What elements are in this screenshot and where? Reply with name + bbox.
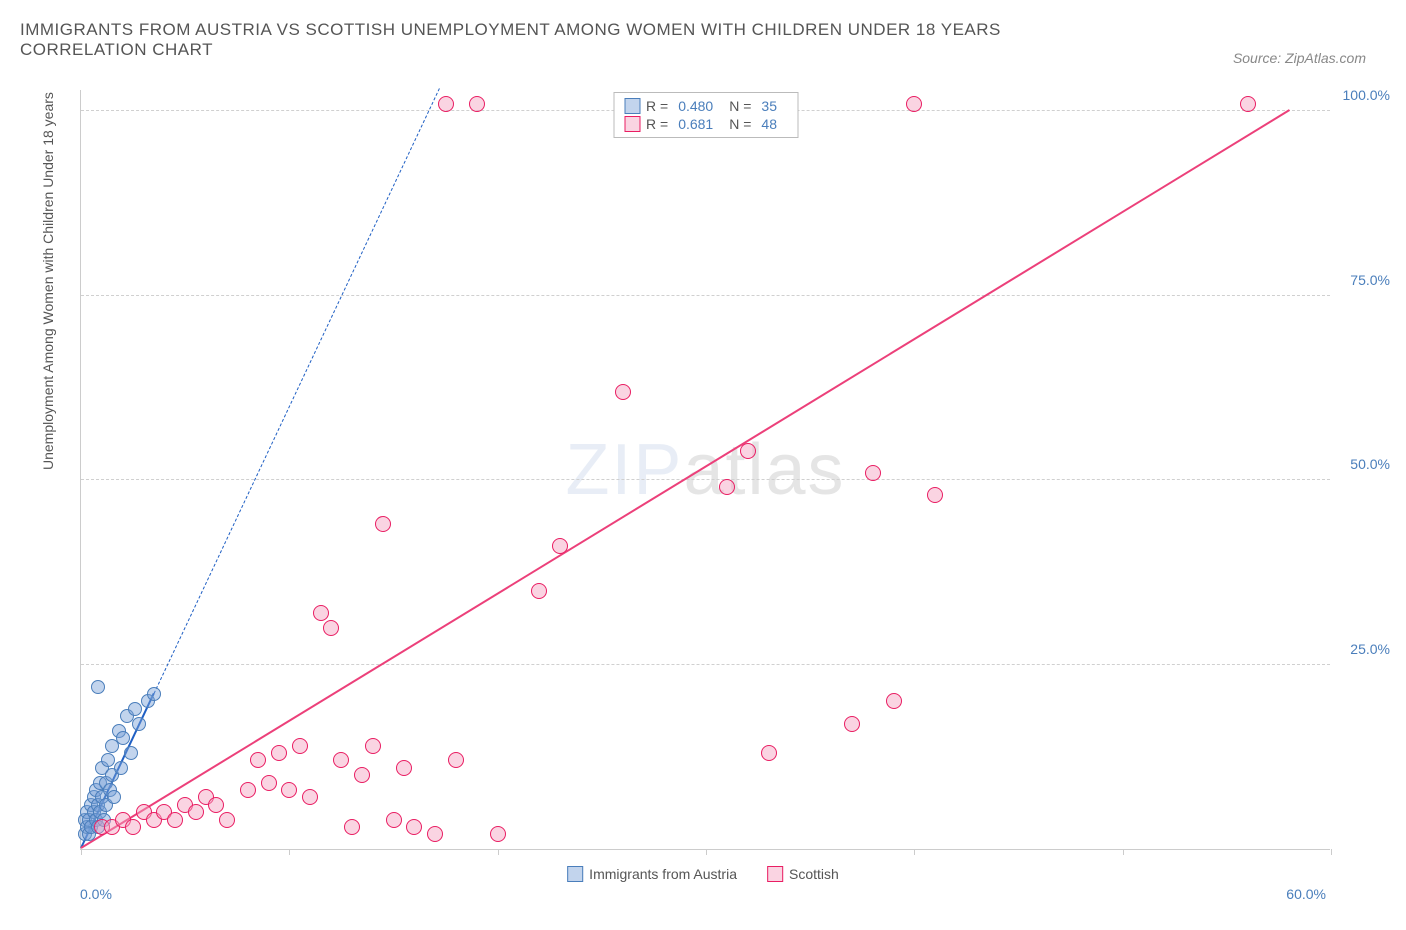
data-point-scottish[interactable] <box>761 745 777 761</box>
y-tick-label: 25.0% <box>1350 641 1390 657</box>
legend-item-austria: Immigrants from Austria <box>567 866 737 882</box>
data-point-scottish[interactable] <box>354 767 370 783</box>
legend-row-austria: R = 0.480 N = 35 <box>624 97 787 115</box>
data-point-austria[interactable] <box>114 761 128 775</box>
data-point-scottish[interactable] <box>281 782 297 798</box>
data-point-austria[interactable] <box>91 680 105 694</box>
legend-swatch-icon <box>767 866 783 882</box>
data-point-scottish[interactable] <box>552 538 568 554</box>
data-point-scottish[interactable] <box>167 812 183 828</box>
data-point-scottish[interactable] <box>490 826 506 842</box>
data-point-scottish[interactable] <box>396 760 412 776</box>
data-point-scottish[interactable] <box>427 826 443 842</box>
x-axis-max-label: 60.0% <box>1286 886 1326 902</box>
data-point-scottish[interactable] <box>240 782 256 798</box>
x-tick <box>1123 849 1124 855</box>
source-attribution: Source: ZipAtlas.com <box>1233 50 1366 66</box>
gridline <box>81 479 1330 480</box>
y-axis-title: Unemployment Among Women with Children U… <box>40 92 56 470</box>
trend-line-extrapolated <box>153 88 439 693</box>
data-point-scottish[interactable] <box>927 487 943 503</box>
data-point-austria[interactable] <box>147 687 161 701</box>
series-legend: Immigrants from Austria Scottish <box>567 866 839 882</box>
x-tick <box>914 849 915 855</box>
x-axis-min-label: 0.0% <box>80 886 112 902</box>
data-point-scottish[interactable] <box>886 693 902 709</box>
data-point-scottish[interactable] <box>313 605 329 621</box>
data-point-scottish[interactable] <box>531 583 547 599</box>
data-point-scottish[interactable] <box>906 96 922 112</box>
y-tick-label: 50.0% <box>1350 456 1390 472</box>
y-tick-label: 100.0% <box>1343 87 1390 103</box>
legend-swatch-austria <box>624 98 640 114</box>
gridline <box>81 664 1330 665</box>
data-point-austria[interactable] <box>107 790 121 804</box>
data-point-scottish[interactable] <box>344 819 360 835</box>
data-point-scottish[interactable] <box>292 738 308 754</box>
chart-container: IMMIGRANTS FROM AUSTRIA VS SCOTTISH UNEM… <box>20 20 1386 910</box>
data-point-scottish[interactable] <box>261 775 277 791</box>
correlation-legend: R = 0.480 N = 35 R = 0.681 N = 48 <box>613 92 798 138</box>
data-point-scottish[interactable] <box>844 716 860 732</box>
y-tick-label: 75.0% <box>1350 272 1390 288</box>
data-point-austria[interactable] <box>116 731 130 745</box>
data-point-scottish[interactable] <box>271 745 287 761</box>
data-point-scottish[interactable] <box>250 752 266 768</box>
data-point-scottish[interactable] <box>615 384 631 400</box>
data-point-austria[interactable] <box>124 746 138 760</box>
data-point-scottish[interactable] <box>333 752 349 768</box>
data-point-scottish[interactable] <box>208 797 224 813</box>
data-point-scottish[interactable] <box>448 752 464 768</box>
data-point-scottish[interactable] <box>323 620 339 636</box>
legend-swatch-scottish <box>624 116 640 132</box>
data-point-scottish[interactable] <box>302 789 318 805</box>
legend-item-scottish: Scottish <box>767 866 839 882</box>
data-point-scottish[interactable] <box>375 516 391 532</box>
data-point-scottish[interactable] <box>740 443 756 459</box>
legend-swatch-icon <box>567 866 583 882</box>
data-point-scottish[interactable] <box>719 479 735 495</box>
data-point-austria[interactable] <box>132 717 146 731</box>
gridline <box>81 295 1330 296</box>
x-tick <box>706 849 707 855</box>
watermark: ZIPatlas <box>565 429 845 511</box>
data-point-scottish[interactable] <box>469 96 485 112</box>
data-point-scottish[interactable] <box>865 465 881 481</box>
legend-row-scottish: R = 0.681 N = 48 <box>624 115 787 133</box>
chart-title: IMMIGRANTS FROM AUSTRIA VS SCOTTISH UNEM… <box>20 20 1120 60</box>
x-tick <box>1331 849 1332 855</box>
x-tick <box>81 849 82 855</box>
x-tick <box>289 849 290 855</box>
data-point-scottish[interactable] <box>219 812 235 828</box>
data-point-scottish[interactable] <box>406 819 422 835</box>
data-point-scottish[interactable] <box>438 96 454 112</box>
data-point-scottish[interactable] <box>1240 96 1256 112</box>
data-point-scottish[interactable] <box>125 819 141 835</box>
data-point-scottish[interactable] <box>386 812 402 828</box>
x-tick <box>498 849 499 855</box>
data-point-austria[interactable] <box>128 702 142 716</box>
data-point-scottish[interactable] <box>365 738 381 754</box>
data-point-scottish[interactable] <box>188 804 204 820</box>
plot-area: ZIPatlas R = 0.480 N = 35 R = 0.681 N = … <box>80 90 1330 850</box>
